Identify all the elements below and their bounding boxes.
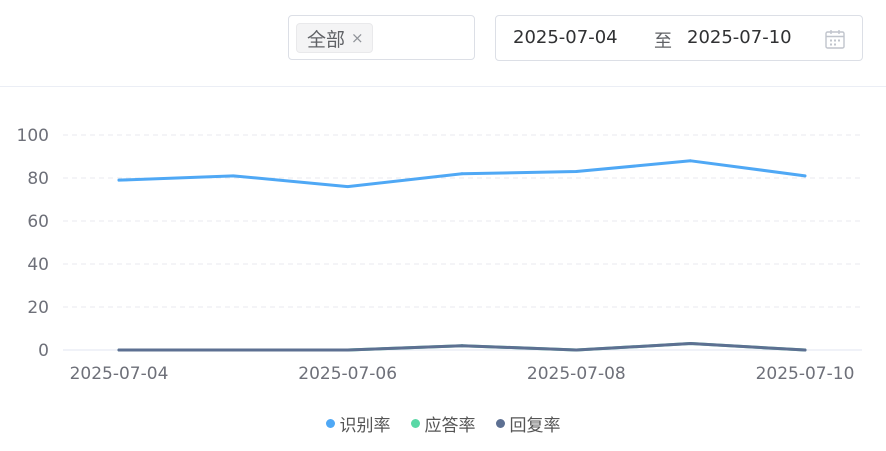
data-point <box>460 172 464 176</box>
data-point <box>803 348 807 352</box>
legend-item[interactable]: 应答率 <box>410 411 476 436</box>
data-point <box>231 174 235 178</box>
x-tick-label: 2025-07-10 <box>756 364 855 384</box>
filter-toolbar: 全部 × 2025-07-04 至 2025-07-10 <box>0 0 886 87</box>
y-tick-label: 100 <box>17 126 49 146</box>
x-tick-label: 2025-07-04 <box>70 364 169 384</box>
legend-label: 识别率 <box>339 415 391 436</box>
data-point <box>346 348 350 352</box>
data-point <box>346 185 350 188</box>
legend-label: 应答率 <box>424 415 476 436</box>
legend-label: 回复率 <box>509 415 561 436</box>
data-point <box>574 170 578 173</box>
data-point <box>231 348 235 352</box>
legend-marker <box>410 418 420 428</box>
data-point <box>689 159 693 163</box>
category-select[interactable]: 全部 × <box>288 15 475 60</box>
legend-marker <box>325 418 335 428</box>
data-point <box>689 342 693 345</box>
data-point <box>574 348 578 352</box>
y-tick-label: 20 <box>27 298 49 318</box>
legend-marker <box>495 418 505 428</box>
selected-tag: 全部 × <box>296 23 373 53</box>
date-range-picker[interactable]: 2025-07-04 至 2025-07-10 <box>495 15 863 61</box>
selected-tag-label: 全部 <box>307 28 346 51</box>
y-tick-label: 0 <box>38 341 49 361</box>
x-tick-label: 2025-07-06 <box>298 364 397 384</box>
data-point <box>460 344 464 348</box>
end-date-input[interactable]: 2025-07-10 <box>687 27 792 48</box>
legend-item[interactable]: 回复率 <box>495 411 561 436</box>
line-chart: 0 20 40 60 80 100 2025-07-04 2025-07-06 2025-07-… <box>17 126 862 384</box>
close-icon[interactable]: × <box>351 28 364 47</box>
legend-item[interactable]: 识别率 <box>325 411 391 436</box>
chart-legend: 识别率 应答率 回复率 <box>0 410 886 436</box>
date-range-separator: 至 <box>654 31 672 52</box>
calendar-icon[interactable] <box>823 27 847 51</box>
start-date-input[interactable]: 2025-07-04 <box>513 27 618 48</box>
y-tick-label: 80 <box>27 169 49 189</box>
y-tick-label: 60 <box>27 212 49 232</box>
data-point <box>803 174 807 178</box>
x-tick-label: 2025-07-08 <box>527 364 626 384</box>
y-tick-label: 40 <box>27 255 49 275</box>
data-point <box>117 348 121 352</box>
data-point <box>117 178 121 182</box>
